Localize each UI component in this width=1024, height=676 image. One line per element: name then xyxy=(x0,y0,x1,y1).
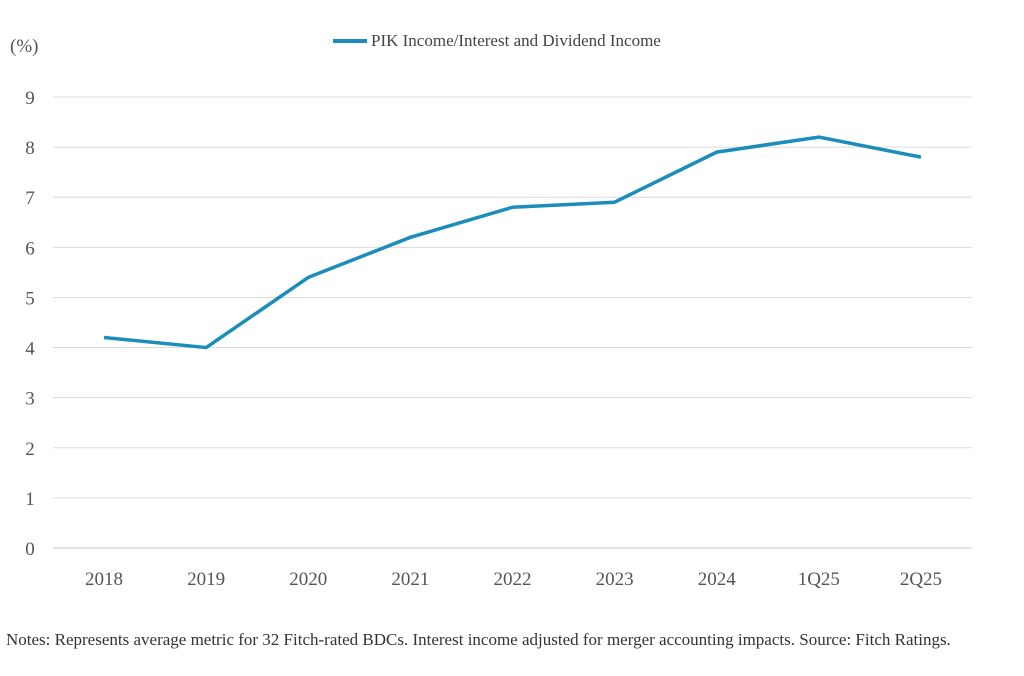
y-tick-label: 1 xyxy=(25,489,35,510)
y-tick-label: 5 xyxy=(25,288,35,309)
series-line xyxy=(103,135,922,350)
y-axis-unit-label: (%) xyxy=(10,36,39,57)
x-tick-label: 2018 xyxy=(85,569,123,590)
y-tick-label: 4 xyxy=(25,339,35,360)
line-chart: 0 1 2 3 4 5 6 7 8 9 2018 2019 2020 2021 2022 2023 2024 1Q… xyxy=(25,88,972,590)
y-tick-label: 0 xyxy=(25,539,35,560)
y-tick-label: 8 xyxy=(25,138,35,159)
y-tick-label: 9 xyxy=(25,88,35,109)
x-tick-label: 2019 xyxy=(187,569,225,590)
x-tick-label: 2021 xyxy=(391,569,429,590)
x-tick-label: 2020 xyxy=(289,569,327,590)
y-tick-label: 7 xyxy=(25,188,35,209)
chart-notes: Notes: Represents average metric for 32 … xyxy=(6,630,951,649)
x-tick-label: 1Q25 xyxy=(798,569,840,590)
y-tick-label: 6 xyxy=(25,238,35,259)
x-tick-label: 2Q25 xyxy=(900,569,942,590)
x-tick-label: 2022 xyxy=(494,569,532,590)
legend-swatch xyxy=(333,39,367,43)
y-tick-label: 2 xyxy=(25,439,35,460)
legend-label: PIK Income/Interest and Dividend Income xyxy=(371,31,661,50)
y-tick-label: 3 xyxy=(25,389,35,410)
x-tick-label: 2023 xyxy=(596,569,634,590)
chart-legend: PIK Income/Interest and Dividend Income xyxy=(333,31,661,51)
x-tick-label: 2024 xyxy=(698,569,737,590)
